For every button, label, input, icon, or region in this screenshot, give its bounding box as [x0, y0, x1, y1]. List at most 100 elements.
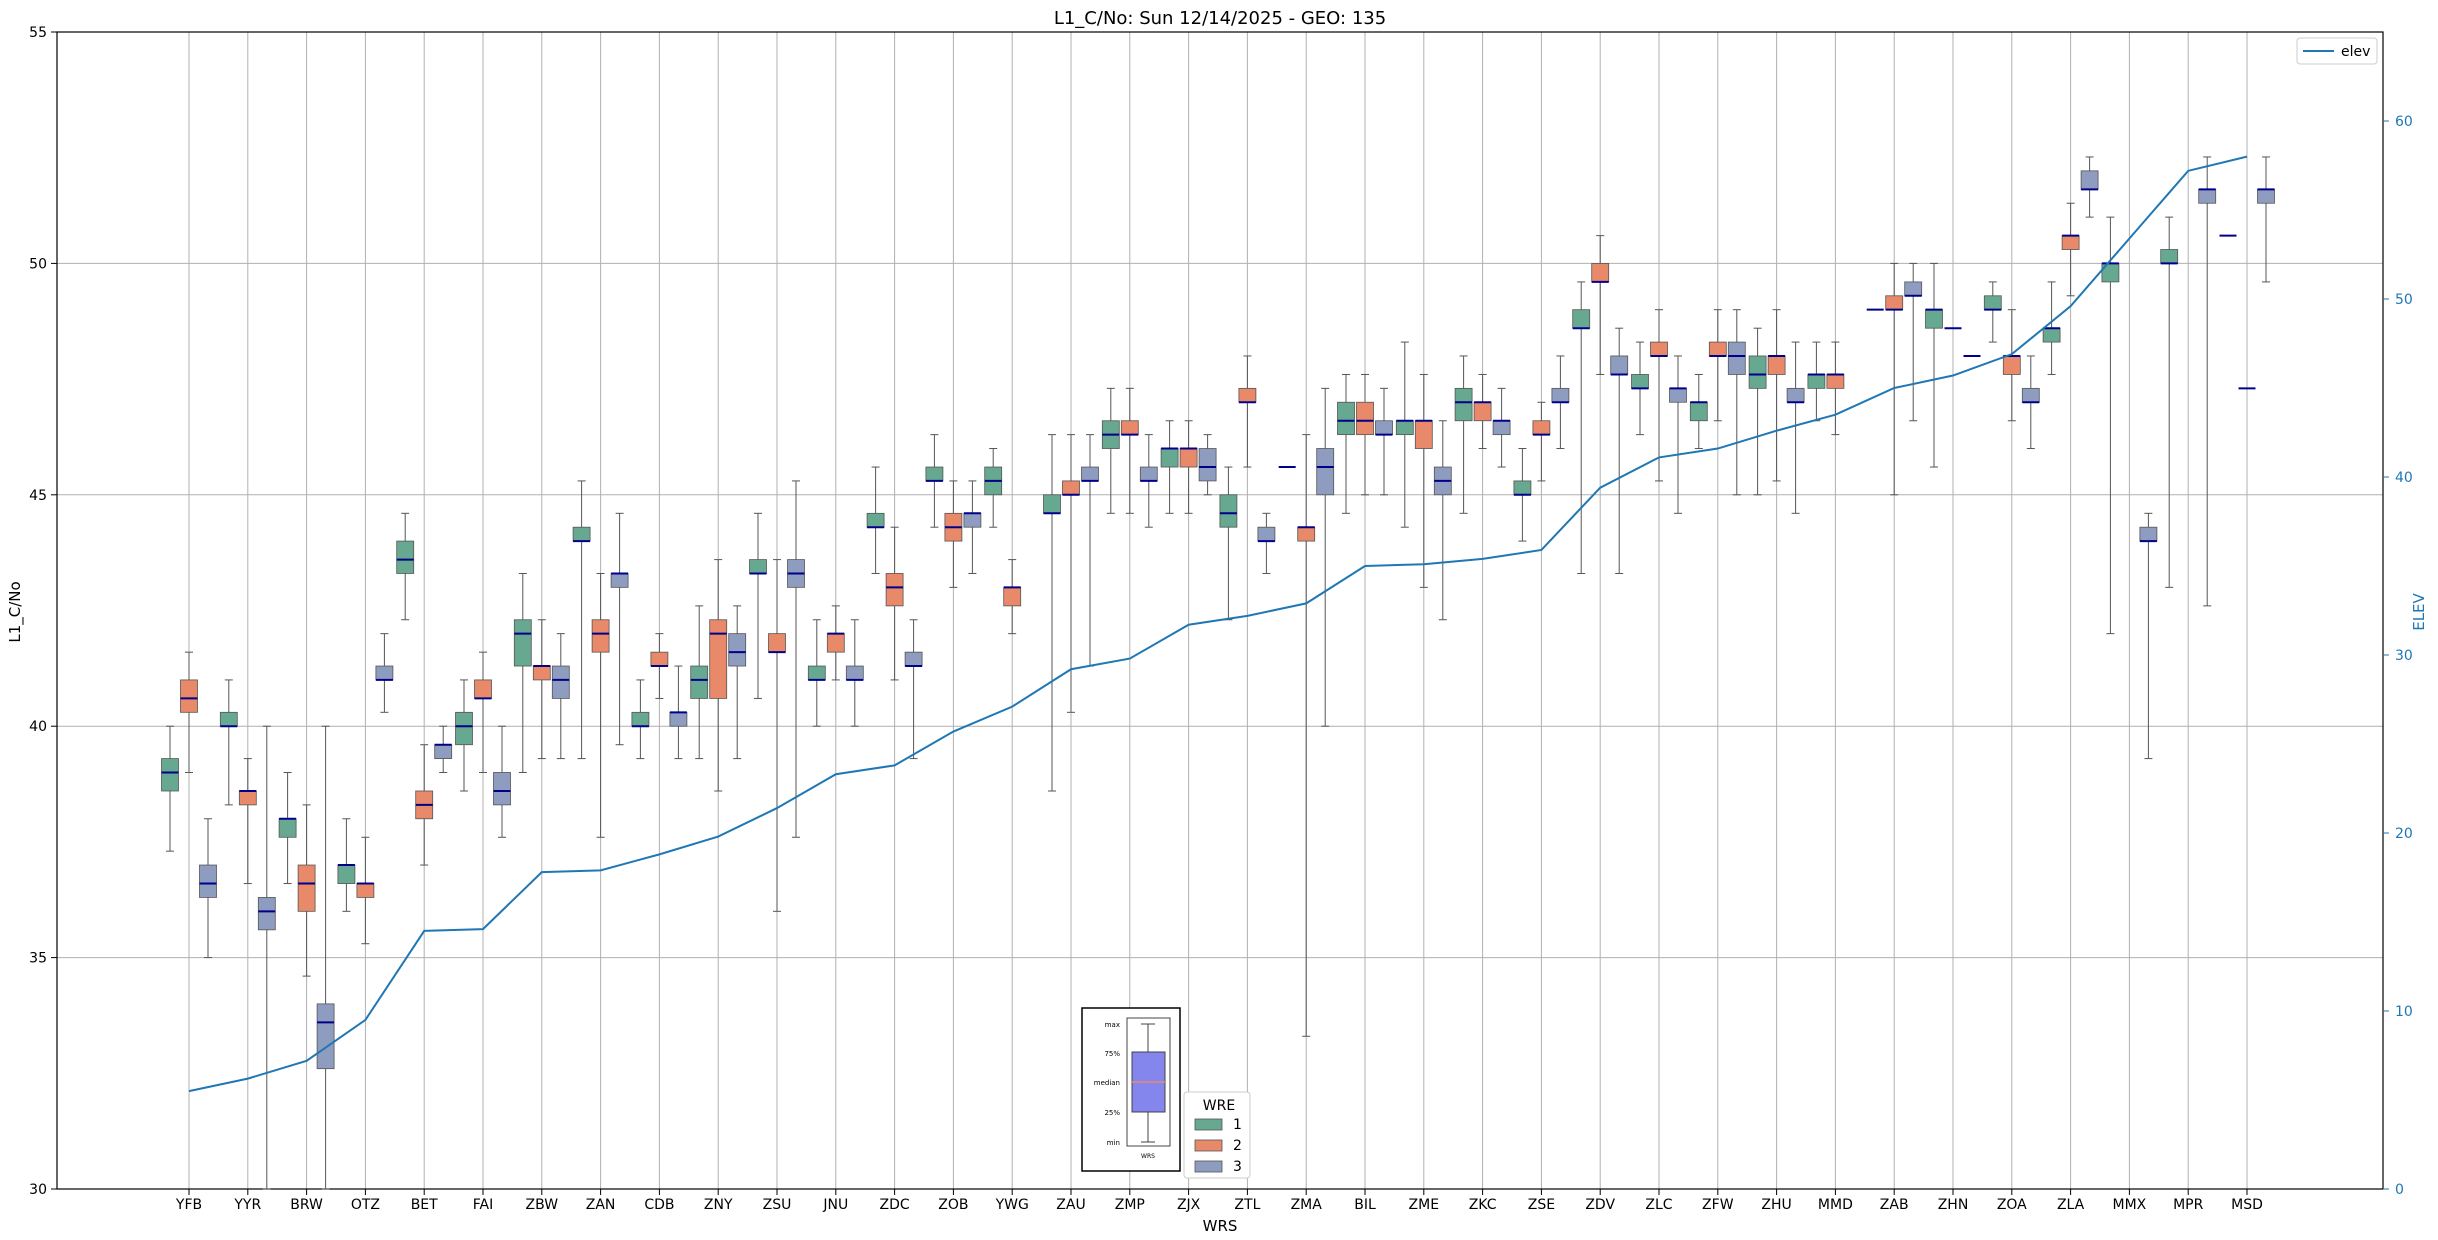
x-tick-label: ZHN — [1938, 1197, 1969, 1213]
box-ZJX-wre2 — [1179, 420, 1198, 514]
y-tick-label: 35 — [29, 951, 47, 967]
wre-legend-label-1: 1 — [1233, 1117, 1242, 1133]
box-iqr — [1043, 494, 1061, 514]
x-tick-label: ZKC — [1469, 1197, 1497, 1213]
box-iqr — [1257, 526, 1276, 542]
box-ZKC-wre3 — [1492, 387, 1511, 468]
box-iqr — [1532, 420, 1551, 436]
box-ZAB-wre2 — [1885, 262, 1904, 496]
box-ZOA-wre2 — [2002, 309, 2021, 422]
x-tick-label: MSD — [2231, 1197, 2263, 1213]
box-ZTL-wre3 — [1257, 512, 1276, 574]
x-tick-label: ZOA — [1997, 1197, 2027, 1213]
box-ZHU-wre2 — [1767, 309, 1786, 482]
box-iqr — [2080, 170, 2099, 190]
box-BIL-wre1 — [1337, 373, 1355, 514]
key-label-75: 75% — [1104, 1050, 1120, 1058]
box-iqr — [1826, 374, 1845, 389]
y-tick-label: 40 — [29, 719, 47, 735]
box-iqr — [2021, 387, 2040, 403]
x-tick-label: ZOB — [938, 1197, 968, 1213]
box-iqr — [1807, 374, 1826, 389]
x-tick-label: ZSU — [763, 1197, 792, 1213]
box-ZTL-wre2 — [1238, 355, 1257, 468]
y2-tick-label: 50 — [2395, 292, 2413, 308]
box-iqr — [199, 864, 217, 898]
box-ZAU-wre3 — [1081, 434, 1099, 667]
box-iqr — [728, 633, 747, 667]
box-JNU-wre3 — [845, 619, 864, 727]
box-CDB-wre3 — [669, 665, 688, 760]
box-iqr — [845, 665, 864, 681]
grid-lines — [57, 31, 2383, 1190]
y-tick-label: 50 — [29, 256, 47, 272]
y-tick-label: 55 — [29, 25, 47, 41]
y2-tick-label: 20 — [2395, 826, 2413, 842]
box-ZLA-wre2 — [2061, 202, 2080, 297]
box-iqr — [2198, 188, 2217, 204]
box-ZSE-wre3 — [1551, 355, 1570, 450]
x-tick-label: YWG — [995, 1197, 1029, 1213]
chart-title: L1_C/No: Sun 12/14/2025 - GEO: 135 — [1054, 8, 1386, 29]
box-ZAN-wre1 — [572, 480, 591, 760]
box-iqr — [493, 772, 511, 806]
box-iqr — [1081, 466, 1099, 482]
x-tick-label: ZAB — [1880, 1197, 1909, 1213]
box-iqr — [219, 711, 238, 727]
box-ZAN-wre2 — [591, 572, 610, 838]
box-YFB-wre1 — [161, 725, 179, 852]
box-iqr — [1786, 387, 1805, 403]
x-tick-label: BET — [411, 1197, 438, 1213]
box-ZAU-wre2 — [1062, 434, 1080, 713]
wre-legend-swatch-2 — [1194, 1139, 1223, 1152]
box-iqr — [749, 559, 767, 574]
box-iqr — [650, 651, 669, 667]
box-ZSE-wre1 — [1513, 448, 1532, 542]
x-tick-label: MPR — [2173, 1197, 2204, 1213]
key-x-label: WRS — [1141, 1153, 1155, 1160]
box-iqr — [455, 711, 473, 746]
box-ZDV-wre1 — [1572, 281, 1591, 574]
box-ZHU-wre3 — [1786, 341, 1805, 514]
box-ZOB-wre2 — [944, 480, 963, 588]
box-FAI-wre2 — [474, 651, 492, 773]
box-YWG-wre1 — [984, 448, 1003, 528]
box-iqr — [1219, 494, 1238, 528]
box-ZMA-wre3 — [1316, 387, 1335, 727]
box-iqr — [768, 633, 786, 653]
box-ZFW-wre2 — [1708, 309, 1727, 422]
y2-axis-label: ELEV — [2410, 592, 2428, 630]
box-OTZ-wre2 — [356, 836, 375, 945]
elev-line — [188, 155, 2248, 1093]
box-iqr — [1492, 420, 1511, 436]
box-iqr — [1650, 341, 1668, 357]
box-ZAU-wre1 — [1043, 434, 1061, 792]
x-tick-label: ZME — [1409, 1197, 1440, 1213]
box-YYR-wre1 — [219, 679, 238, 806]
box-iqr — [278, 818, 297, 838]
box-iqr — [257, 897, 276, 931]
elev-legend-frame — [2296, 37, 2378, 65]
box-iqr — [1316, 448, 1335, 496]
box-YYR-wre3 — [257, 725, 276, 1190]
box-iqr — [1669, 387, 1687, 403]
box-ZDC-wre1 — [866, 466, 885, 574]
box-OTZ-wre3 — [375, 633, 394, 713]
box-ZNY-wre3 — [728, 605, 747, 760]
box-iqr — [551, 665, 570, 699]
x-tick-label: BIL — [1354, 1197, 1376, 1213]
box-iqr — [1708, 341, 1727, 357]
box-iqr — [180, 679, 198, 713]
x-tick-label: ZLC — [1645, 1197, 1672, 1213]
box-FAI-wre1 — [455, 679, 473, 792]
wre-legend-swatch-3 — [1194, 1160, 1223, 1173]
box-iqr — [610, 573, 629, 588]
x-tick-label: ZTL — [1234, 1197, 1260, 1213]
box-iqr — [1297, 526, 1316, 542]
elev-legend: elev — [2296, 37, 2378, 65]
x-tick-label: MMD — [1818, 1197, 1853, 1213]
box-ZSU-wre2 — [768, 559, 786, 912]
box-iqr — [2139, 526, 2158, 542]
box-iqr — [1748, 355, 1767, 389]
